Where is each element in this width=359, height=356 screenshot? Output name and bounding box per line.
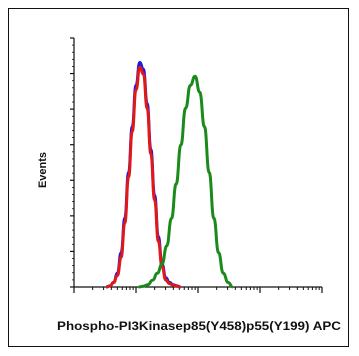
series-layer	[106, 61, 234, 289]
series-line-2	[106, 65, 181, 289]
y-axis-label: Events	[37, 152, 49, 188]
y-axis-ticks	[70, 37, 74, 288]
plot-area	[73, 38, 322, 288]
x-axis-ticks	[73, 287, 323, 293]
series-line-1	[106, 61, 181, 289]
x-axis-label: Phospho-PI3Kinasep85(Y458)p55(Y199) APC	[57, 319, 341, 333]
series-line-3	[138, 74, 234, 289]
